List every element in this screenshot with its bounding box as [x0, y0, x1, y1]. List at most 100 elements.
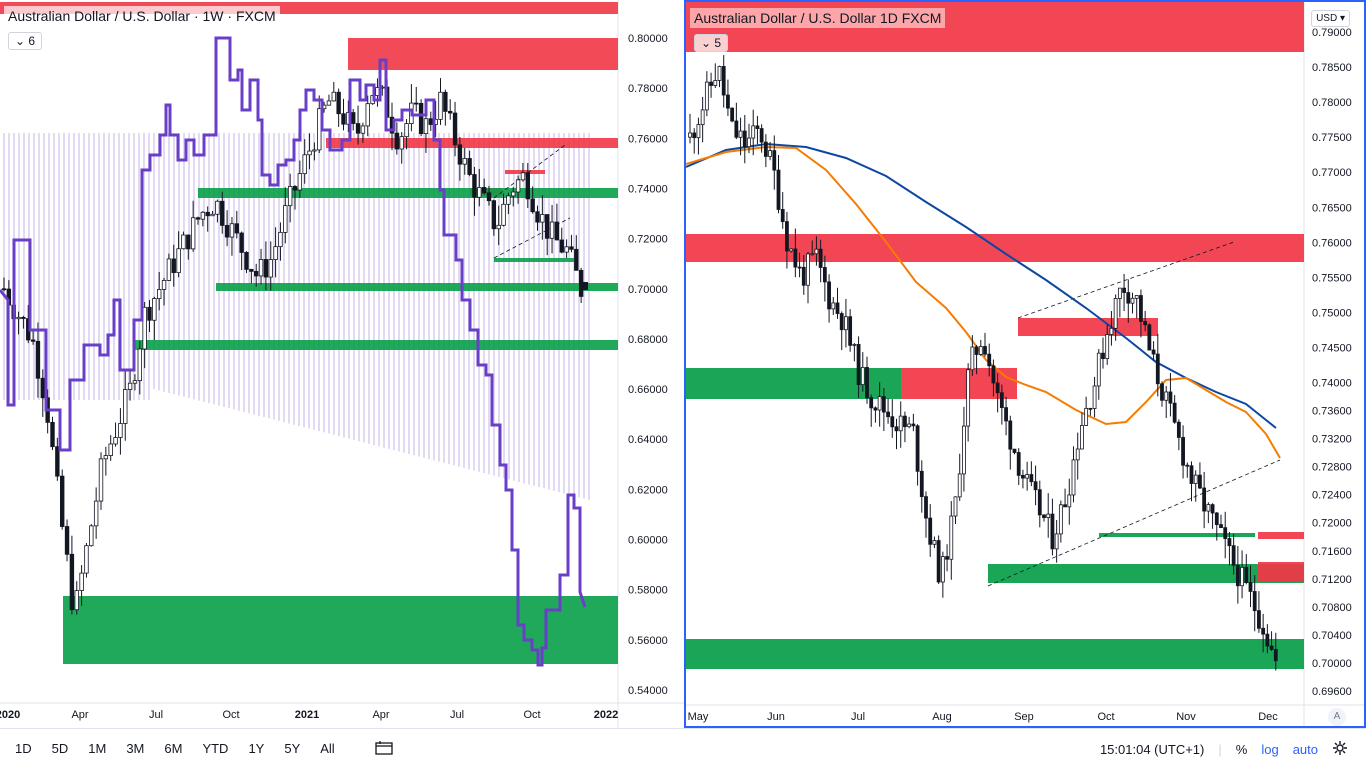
- range-button-6m[interactable]: 6M: [164, 740, 183, 756]
- candle-body: [60, 475, 65, 527]
- range-button-3m[interactable]: 3M: [126, 740, 145, 756]
- time-tick-label: 2020: [0, 709, 20, 721]
- range-button-ytd[interactable]: YTD: [202, 740, 229, 756]
- percent-scale-toggle[interactable]: %: [1235, 741, 1248, 757]
- candle-body: [525, 172, 530, 200]
- candle-body: [210, 213, 215, 217]
- candle-body: [814, 248, 819, 255]
- candle-body: [696, 124, 701, 139]
- range-button-5y[interactable]: 5Y: [284, 740, 301, 756]
- candle-body: [844, 316, 848, 331]
- clock[interactable]: 15:01:04 (UTC+1): [1099, 741, 1205, 757]
- candle-body: [452, 112, 458, 146]
- candle-body: [1117, 287, 1122, 299]
- price-tick-label: 0.73600: [1312, 406, 1352, 418]
- candle-body: [360, 125, 366, 134]
- candle-body: [1189, 465, 1194, 484]
- candle-body: [1042, 514, 1046, 518]
- candle-body: [462, 158, 467, 165]
- candle-body: [1252, 591, 1257, 612]
- weekly-indicators-toggle[interactable]: ⌄ 6: [8, 32, 43, 50]
- candle-body: [806, 253, 810, 286]
- time-tick-label: Dec: [1258, 711, 1278, 723]
- weekly-chart-pane[interactable]: 0.80000 0.78000 0.76000 0.74000 0.72000 0.700…: [0, 0, 684, 728]
- range-button-5d[interactable]: 5D: [51, 740, 69, 756]
- candle-body: [491, 200, 497, 230]
- candle-body: [1168, 391, 1173, 404]
- price-tick-label: 0.68000: [628, 334, 668, 346]
- time-tick-label: Oct: [1097, 711, 1114, 723]
- candle-body: [554, 221, 560, 241]
- daily-chart-canvas[interactable]: 0.79000 0.78500 0.78000 0.77500 0.77000 0.765…: [686, 2, 1366, 728]
- price-tick-label: 0.76000: [628, 133, 668, 145]
- price-tick-label: 0.56000: [628, 635, 668, 647]
- candle-body: [394, 132, 400, 150]
- candle-body: [457, 144, 463, 165]
- range-button-1m[interactable]: 1M: [88, 740, 107, 756]
- candle-body: [1105, 334, 1110, 360]
- time-tick-label: Oct: [523, 709, 540, 721]
- candle-body: [1008, 420, 1013, 450]
- candle-body: [443, 91, 448, 112]
- candle-body: [827, 281, 831, 310]
- candle-body: [865, 366, 869, 399]
- candle-body: [1214, 512, 1219, 525]
- candle-body: [873, 407, 878, 411]
- candle-body: [195, 217, 201, 220]
- candle-body: [302, 154, 307, 175]
- supply-zone: [686, 234, 1304, 262]
- candle-body: [161, 280, 167, 290]
- price-tick-label: 0.77000: [1312, 167, 1352, 179]
- candle-body: [1265, 633, 1270, 647]
- candle-body: [924, 496, 928, 519]
- price-tick-label: 0.71600: [1312, 546, 1352, 558]
- candle-body: [350, 112, 356, 124]
- candle-body: [1, 288, 7, 291]
- candle-body: [747, 137, 751, 148]
- daily-chart-pane[interactable]: 0.79000 0.78500 0.78000 0.77500 0.77000 0.765…: [684, 0, 1366, 728]
- range-button-1y[interactable]: 1Y: [248, 740, 265, 756]
- supply-zone: [326, 138, 618, 148]
- candle-body: [726, 94, 730, 109]
- candle-body: [1240, 566, 1244, 587]
- candle-body: [186, 234, 191, 250]
- candle-body: [1198, 474, 1202, 489]
- candle-body: [1037, 489, 1042, 516]
- weekly-chart-canvas[interactable]: 0.80000 0.78000 0.76000 0.74000 0.72000 0.700…: [0, 0, 684, 728]
- separator: |: [1218, 741, 1222, 757]
- candle-body: [137, 348, 142, 382]
- log-scale-toggle[interactable]: log: [1261, 741, 1279, 757]
- candle-body: [190, 217, 196, 250]
- daily-indicators-toggle[interactable]: ⌄ 5: [694, 34, 729, 52]
- candle-body: [738, 130, 743, 138]
- candle-body: [113, 437, 118, 445]
- time-tick-label: Sep: [1014, 711, 1034, 723]
- chart-settings-icon[interactable]: [1332, 740, 1348, 759]
- demand-zone: [988, 564, 1304, 583]
- currency-selector[interactable]: USD ▾: [1311, 10, 1350, 27]
- range-button-1d[interactable]: 1D: [15, 740, 32, 756]
- candle-body: [365, 103, 370, 127]
- fast-ema-line: [686, 145, 1281, 459]
- candle-body: [297, 173, 303, 191]
- candle-body: [1147, 324, 1152, 351]
- candle-body: [1050, 513, 1055, 550]
- auto-scale-toggle[interactable]: auto: [1292, 741, 1318, 757]
- price-tick-label: 0.74000: [1312, 378, 1352, 390]
- candle-body: [801, 266, 806, 286]
- candle-body: [152, 298, 157, 321]
- candle-body: [852, 344, 857, 346]
- date-range-icon[interactable]: [370, 738, 398, 761]
- candle-body: [940, 556, 945, 583]
- candle-body: [831, 302, 836, 310]
- weekly-chart-title: Australian Dollar / U.S. Dollar · 1W · F…: [4, 6, 280, 26]
- candle-body: [903, 415, 907, 428]
- supply-zone: [348, 38, 618, 70]
- candle-body: [1109, 327, 1114, 335]
- auto-scale-button[interactable]: A: [1328, 708, 1346, 726]
- time-tick-label: Apr: [71, 709, 88, 721]
- candle-body: [215, 200, 220, 215]
- range-button-all[interactable]: All: [320, 740, 335, 756]
- candle-body: [907, 423, 912, 428]
- candle-body: [734, 120, 739, 138]
